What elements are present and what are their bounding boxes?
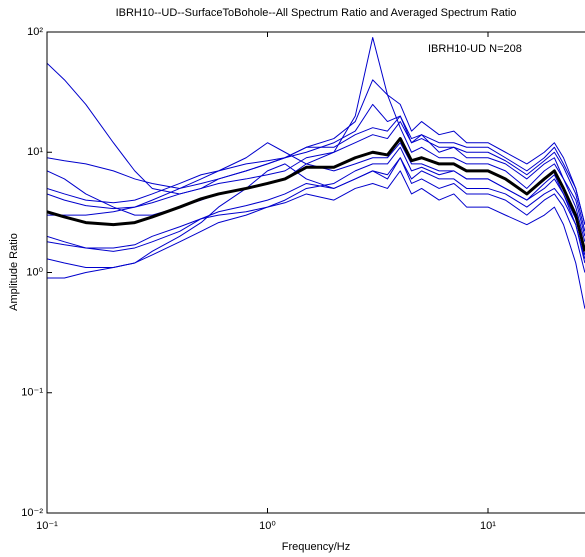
x-tick-label: 10¹ [480, 520, 496, 532]
spectrum-line [47, 79, 585, 225]
spectrum-line [47, 62, 585, 237]
y-tick-label: 10⁻¹ [21, 387, 43, 399]
x-tick-label: 10⁻¹ [36, 520, 58, 532]
y-tick-label: 10¹ [27, 146, 43, 158]
spectrum-line [47, 157, 585, 269]
annotation: IBRH10-UD N=208 [428, 43, 522, 55]
x-axis-label: Frequency/Hz [282, 541, 350, 553]
y-tick-label: 10² [27, 26, 43, 38]
spectrum-line [47, 37, 585, 242]
y-axis-label: Amplitude Ratio [8, 233, 20, 311]
spectrum-line [47, 146, 585, 256]
spectrum-line [47, 170, 585, 309]
spectrum-line [47, 115, 585, 225]
average-line [47, 137, 585, 252]
y-tick-label: 10⁰ [26, 266, 43, 278]
x-tick-label: 10⁰ [259, 520, 276, 532]
chart-title: IBRH10--UD--SurfaceToBohole--All Spectru… [116, 7, 517, 19]
y-tick-label: 10⁻² [21, 507, 43, 519]
spectrum-line [47, 121, 585, 232]
plot-area [47, 37, 585, 309]
